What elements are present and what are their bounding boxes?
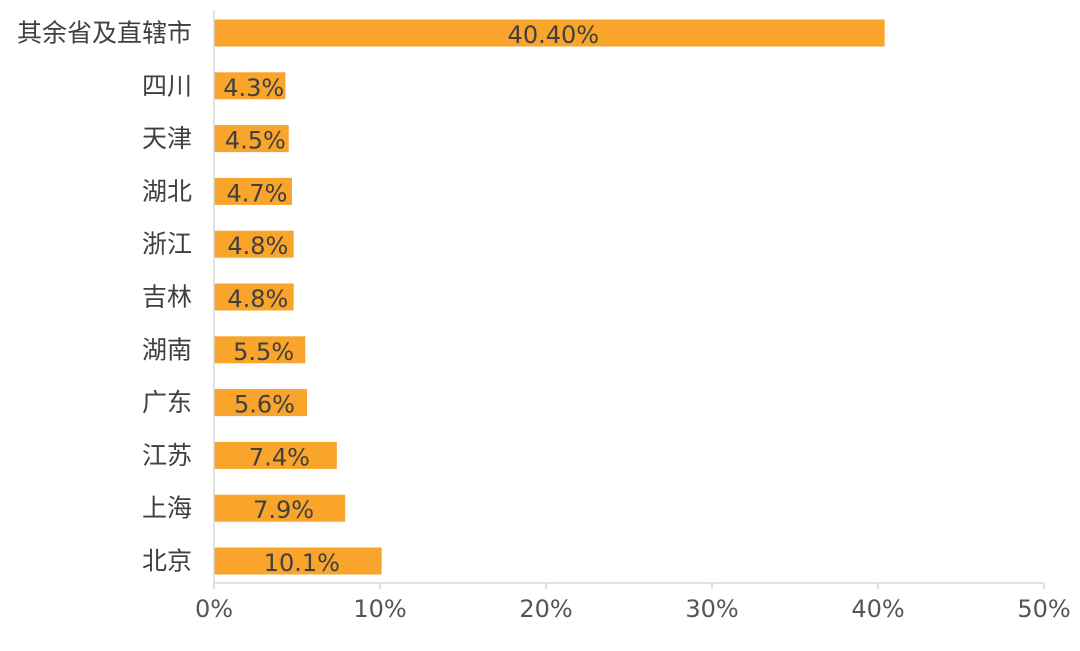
bar-8 — [214, 441, 337, 469]
data-label-10: 10.1% — [264, 549, 340, 577]
bar-5 — [214, 283, 294, 311]
bar-0 — [214, 19, 885, 47]
category-label-10: 北京 — [142, 547, 192, 576]
data-label-8: 7.4% — [249, 443, 310, 471]
data-label-1: 4.3% — [223, 74, 284, 102]
bar-7 — [214, 389, 307, 417]
axis-layer — [213, 10, 1045, 589]
x-tick-label-0: 0% — [195, 595, 233, 623]
data-label-4: 4.8% — [227, 232, 288, 260]
category-label-0: 其余省及直辖市 — [17, 19, 192, 48]
data-label-3: 4.7% — [227, 179, 288, 207]
x-tick-label-2: 20% — [519, 595, 572, 623]
category-label-9: 上海 — [142, 494, 192, 523]
x-tick-label-5: 50% — [1017, 595, 1070, 623]
bar-4 — [214, 230, 294, 258]
category-label-2: 天津 — [142, 124, 192, 153]
category-label-4: 浙江 — [142, 230, 192, 259]
data-label-6: 5.5% — [233, 338, 294, 366]
category-label-7: 广东 — [142, 388, 192, 417]
x-tick-label-3: 30% — [685, 595, 738, 623]
data-label-9: 7.9% — [253, 496, 314, 524]
bars-layer — [214, 19, 885, 575]
bar-9 — [214, 494, 346, 522]
bar-10 — [214, 547, 382, 575]
category-label-3: 湖北 — [142, 177, 192, 206]
data-label-7: 5.6% — [234, 391, 295, 419]
labels-layer: 其余省及直辖市 40.40% 四川 4.3% 天津 4.5% 湖北 4.7% 浙江 4.8% 吉林 4… — [17, 19, 1071, 624]
data-label-2: 4.5% — [225, 127, 286, 155]
category-label-5: 吉林 — [142, 283, 192, 312]
bar-3 — [214, 177, 293, 205]
category-label-6: 湖南 — [142, 335, 192, 364]
category-label-8: 江苏 — [142, 441, 192, 470]
x-tick-label-4: 40% — [851, 595, 904, 623]
data-label-0: 40.40% — [508, 21, 600, 49]
data-label-5: 4.8% — [227, 285, 288, 313]
category-label-1: 四川 — [142, 71, 192, 100]
bar-1 — [214, 72, 286, 100]
x-tick-label-1: 10% — [353, 595, 406, 623]
bar-2 — [214, 125, 289, 153]
bar-6 — [214, 336, 306, 364]
